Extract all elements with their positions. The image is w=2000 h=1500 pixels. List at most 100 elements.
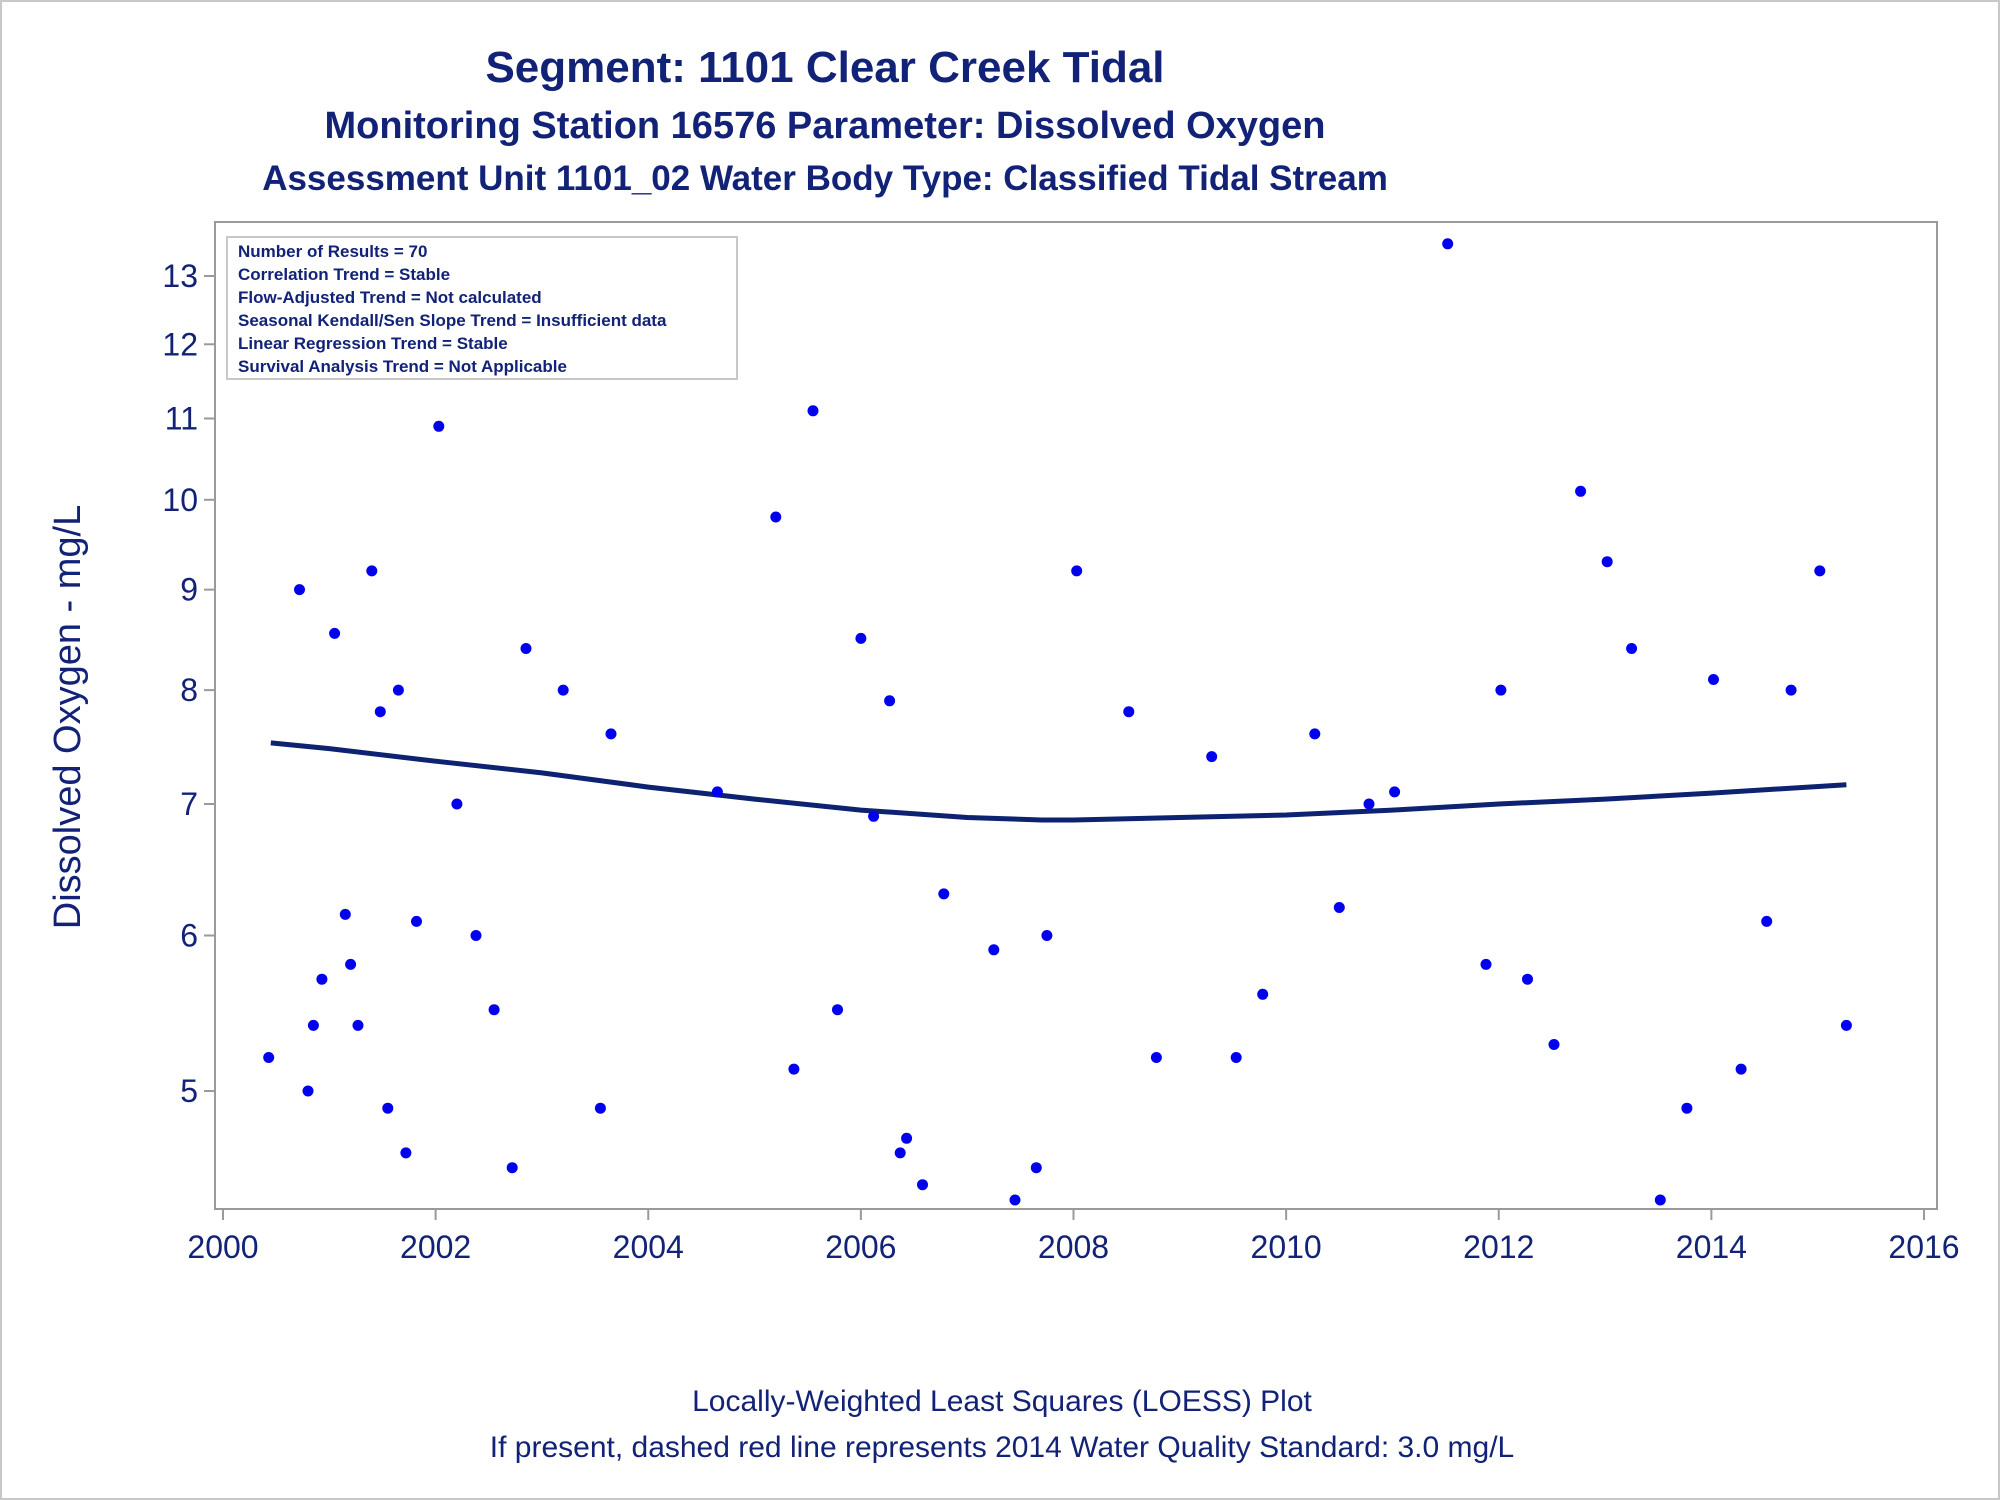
data-point-42: [1009, 1194, 1021, 1206]
loess-line: [270, 740, 1847, 823]
x-tick-label-2016: 2016: [1888, 1229, 1959, 1265]
y-tick-label-12: 12: [162, 326, 198, 362]
data-point-40: [938, 888, 950, 900]
chart-subtitle-2: Assessment Unit 1101_02 Water Body Type:…: [262, 159, 1388, 198]
data-point-49: [1230, 1052, 1242, 1063]
x-tick-label-2006: 2006: [825, 1229, 896, 1265]
data-point-8: [329, 627, 341, 639]
data-point-55: [1442, 238, 1454, 250]
y-axis-label: Dissolved Oxygen - mg/L: [47, 505, 89, 930]
data-point-27: [594, 1102, 606, 1114]
data-point-67: [1761, 915, 1773, 927]
data-point-50: [1257, 988, 1269, 1000]
data-point-20: [470, 930, 482, 941]
inset-number-of-results: Number of Results = 70: [238, 242, 427, 261]
data-point-63: [1654, 1194, 1666, 1206]
inset-survival-analysis-trend: Survival Analysis Trend = Not Applicable: [238, 357, 567, 376]
data-points: [263, 238, 1852, 1206]
x-tick-label-2008: 2008: [1038, 1229, 1109, 1265]
data-point-60: [1575, 485, 1587, 497]
data-point-56: [1480, 958, 1492, 970]
y-tick-label-7: 7: [180, 786, 198, 822]
data-point-15: [392, 684, 404, 696]
data-point-33: [832, 1004, 843, 1016]
inset-seasonal-kendall-trend: Seasonal Kendall/Sen Slope Trend = Insuf…: [238, 311, 667, 330]
y-tick-label-10: 10: [162, 482, 198, 518]
data-point-31: [788, 1063, 800, 1075]
data-point-59: [1548, 1039, 1560, 1050]
data-point-35: [868, 810, 880, 822]
inset-flow-adjusted-trend: Flow-Adjusted Trend = Not calculated: [238, 288, 542, 307]
data-point-14: [382, 1102, 394, 1114]
data-point-61: [1601, 556, 1613, 568]
x-tick-label-2012: 2012: [1463, 1229, 1534, 1265]
data-point-10: [345, 958, 357, 970]
data-point-29: [711, 786, 723, 798]
x-tick-label-2004: 2004: [613, 1229, 684, 1265]
inset-correlation-trend: Correlation Trend = Stable: [238, 265, 450, 284]
data-point-1: [263, 1052, 275, 1063]
data-point-70: [1840, 1019, 1852, 1031]
data-point-58: [1522, 973, 1533, 985]
inset-linear-regression-trend: Linear Regression Trend = Stable: [238, 334, 508, 353]
data-point-12: [366, 565, 378, 577]
y-tick-label-9: 9: [180, 572, 198, 608]
data-point-48: [1206, 751, 1218, 763]
data-point-17: [411, 915, 422, 927]
data-point-7: [316, 973, 328, 985]
y-tick-label-6: 6: [180, 917, 198, 953]
y-tick-label-8: 8: [180, 672, 198, 708]
footnote-loess: Locally-Weighted Least Squares (LOESS) P…: [692, 1385, 1312, 1418]
data-point-9: [339, 908, 351, 920]
data-point-18: [433, 420, 445, 432]
trend-summary-border: [226, 236, 738, 380]
data-point-37: [894, 1147, 906, 1159]
x-axis: 2000 2002 2004 2006 2008 2010 2012 2014 2016: [187, 1209, 1960, 1265]
data-point-11: [352, 1019, 364, 1031]
data-point-45: [1071, 565, 1083, 577]
data-point-32: [807, 405, 819, 417]
y-tick-label-5: 5: [180, 1073, 198, 1109]
data-point-44: [1041, 930, 1053, 941]
data-point-62: [1626, 643, 1638, 654]
data-point-46: [1123, 706, 1135, 718]
data-point-38: [901, 1132, 913, 1144]
data-point-41: [988, 944, 1000, 956]
data-point-52: [1333, 902, 1345, 913]
data-point-43: [1030, 1162, 1042, 1174]
data-point-53: [1363, 798, 1375, 810]
data-point-6: [307, 1019, 319, 1031]
data-point-22: [506, 1162, 518, 1174]
chart-title: Segment: 1101 Clear Creek Tidal: [485, 43, 1164, 92]
data-point-57: [1495, 684, 1507, 696]
data-point-34: [855, 632, 867, 644]
data-point-30: [770, 511, 782, 523]
footnote-water-quality-standard: If present, dashed red line represents 2…: [490, 1431, 1514, 1464]
x-tick-label-2010: 2010: [1251, 1229, 1322, 1265]
data-point-54: [1389, 786, 1401, 798]
data-point-16: [400, 1147, 412, 1159]
data-point-47: [1150, 1052, 1162, 1063]
y-tick-label-13: 13: [162, 258, 198, 294]
data-point-39: [917, 1179, 928, 1191]
trend-summary-box: Number of Results = 70 Correlation Trend…: [226, 236, 738, 380]
plot-area: [214, 221, 1938, 1210]
data-point-66: [1735, 1063, 1747, 1075]
data-point-25: [557, 684, 569, 696]
chart-subtitle: Monitoring Station 16576 Parameter: Diss…: [325, 105, 1326, 147]
data-point-68: [1785, 684, 1797, 696]
data-point-5: [302, 1085, 314, 1097]
data-point-19: [451, 798, 463, 810]
x-tick-label-2014: 2014: [1676, 1229, 1747, 1265]
y-tick-label-11: 11: [165, 400, 198, 436]
y-axis: 5 6 7 8 9 10 11 12 13: [162, 258, 215, 1109]
data-point-13: [374, 706, 386, 718]
data-point-69: [1814, 565, 1826, 577]
data-point-51: [1309, 728, 1321, 740]
data-point-65: [1708, 674, 1719, 685]
x-tick-label-2002: 2002: [400, 1229, 471, 1265]
data-point-36: [884, 695, 896, 707]
data-point-28: [605, 728, 617, 740]
